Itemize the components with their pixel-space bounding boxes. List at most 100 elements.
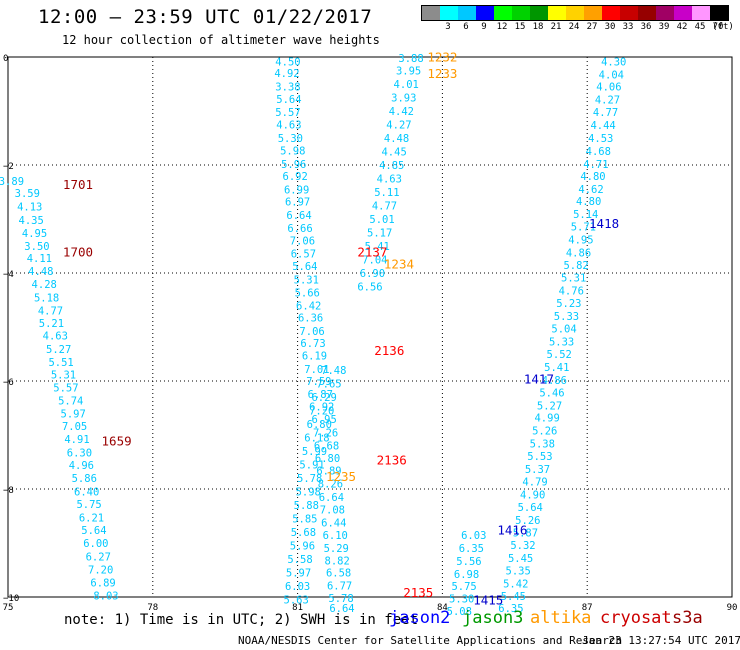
wave-height-value: 5.14 [573, 209, 598, 221]
wave-height-value: 5.30 [449, 594, 474, 606]
wave-height-value: 6.89 [316, 466, 341, 478]
scale-swatch [476, 6, 494, 20]
wave-height-value: 5.97 [286, 568, 311, 580]
wave-height-value: 6.00 [83, 538, 108, 550]
wave-height-value: 6.57 [291, 249, 316, 261]
wave-height-value: 5.78 [328, 593, 353, 605]
wave-height-value: 4.30 [601, 56, 626, 68]
wave-height-value: 4.95 [568, 235, 593, 247]
wave-height-value: 4.79 [522, 476, 547, 488]
chart-title: 12:00 — 23:59 UTC 01/22/2017 [38, 6, 373, 28]
wave-height-value: 5.53 [527, 451, 552, 463]
wave-height-value: 5.18 [34, 292, 59, 304]
wave-height-value: 4.76 [559, 285, 584, 297]
wave-height-value: 5.66 [295, 287, 320, 299]
wave-height-value: 5.74 [58, 395, 83, 407]
y-tick-label: −6 [3, 378, 14, 388]
wave-height-value: 6.44 [321, 517, 346, 529]
wave-height-value: 6.80 [307, 419, 332, 431]
pass-time-label: 1417 [524, 371, 554, 386]
wave-height-value: 4.86 [566, 247, 591, 259]
wave-height-value: 5.35 [506, 566, 531, 578]
wave-height-value: 4.77 [372, 201, 397, 213]
wave-height-value: 7.26 [313, 427, 338, 439]
scale-label: 30 [604, 22, 616, 32]
scale-swatch [440, 6, 458, 20]
scale-label: 24 [568, 22, 580, 32]
wave-height-value: 4.62 [578, 184, 603, 196]
scale-label: 39 [658, 22, 670, 32]
pass-time-label: 2135 [403, 585, 433, 600]
mission-label-s3a: s3a [672, 608, 703, 628]
x-tick-label: 75 [3, 603, 14, 613]
scale-swatch [548, 6, 566, 20]
wave-height-value: 4.77 [38, 305, 63, 317]
wave-height-value: 5.98 [280, 145, 305, 157]
wave-height-value: 5.87 [513, 528, 538, 540]
scale-label: 33 [622, 22, 634, 32]
wave-height-value: 4.71 [583, 159, 608, 171]
wave-height-value: 4.99 [534, 413, 559, 425]
axis-tick-labels: 75 78 81 84 87 900−2−4−6−8−10 [3, 54, 738, 613]
wave-height-value: 6.89 [90, 577, 115, 589]
wave-height-value: 4.06 [596, 82, 621, 94]
scale-swatch [638, 6, 656, 20]
scale-swatch [494, 6, 512, 20]
scale-swatch [620, 6, 638, 20]
wave-height-value: 4.04 [599, 69, 624, 81]
credit-text: NOAA/NESDIS Center for Satellite Applica… [238, 634, 623, 647]
wave-height-value: 3.89 [0, 176, 24, 188]
wave-height-value: 5.52 [547, 349, 572, 361]
wave-height-value: 6.10 [323, 530, 348, 542]
note-text: note: 1) Time is in UTC; 2) SWH is in fe… [64, 612, 419, 628]
wave-height-value: 4.27 [386, 120, 411, 132]
scale-label: 21 [550, 22, 562, 32]
y-tick-label: −10 [3, 594, 19, 604]
wave-height-value: 5.41 [544, 362, 569, 374]
wave-height-value: 3.95 [396, 66, 421, 78]
wave-height-value: 5.11 [374, 187, 399, 199]
wave-height-value: 5.88 [294, 500, 319, 512]
wave-height-value: 6.66 [287, 223, 312, 235]
wave-height-value: 5.98 [296, 487, 321, 499]
grid-lines [7, 56, 733, 598]
wave-height-value: 6.99 [284, 184, 309, 196]
wave-height-value: 5.41 [365, 241, 390, 253]
color-scale-labels: 3 6 9 12 15 18 21 24 27 30 33 36 39 42 45 70 (ft) [421, 22, 734, 34]
wave-height-value: 5.57 [53, 382, 78, 394]
wave-height-value: 6.58 [326, 568, 351, 580]
pass-time-label: 1700 [63, 244, 93, 259]
pass-time-label: 1234 [384, 256, 414, 271]
wave-height-value: 5.64 [292, 261, 317, 273]
wave-height-value: 7.08 [320, 505, 345, 517]
wave-height-value: 3.88 [398, 53, 423, 65]
wave-height-value: 4.28 [32, 279, 57, 291]
wave-height-value: 5.29 [324, 543, 349, 555]
scale-label: 12 [496, 22, 508, 32]
wave-height-points: 3.893.594.134.354.953.504.114.484.285.18… [0, 53, 626, 618]
wave-height-value: 5.99 [302, 446, 327, 458]
pass-time-label: 1415 [473, 593, 503, 608]
wave-height-value: 4.35 [19, 215, 44, 227]
wave-height-value: 7.06 [299, 326, 324, 338]
wave-height-value: 4.80 [580, 171, 605, 183]
wave-height-value: 5.27 [46, 344, 71, 356]
wave-height-value: 6.03 [285, 581, 310, 593]
wave-height-value: 5.46 [539, 387, 564, 399]
wave-height-value: 5.38 [530, 439, 555, 451]
wave-height-value: 4.90 [520, 489, 545, 501]
wave-height-value: 5.31 [51, 370, 76, 382]
wave-height-value: 6.19 [302, 351, 327, 363]
scale-swatch [656, 6, 674, 20]
wave-height-value: 6.64 [319, 492, 344, 504]
wave-height-value: 4.96 [69, 460, 94, 472]
wave-height-value: 4.44 [590, 120, 615, 132]
wave-height-value: 5.45 [508, 553, 533, 565]
wave-height-value: 5.21 [39, 318, 64, 330]
scale-label: 3 [445, 22, 451, 32]
wave-height-value: 6.30 [67, 447, 92, 459]
wave-height-value: 6.29 [311, 392, 336, 404]
wave-height-value: 6.27 [86, 552, 111, 564]
scale-swatch [584, 6, 602, 20]
